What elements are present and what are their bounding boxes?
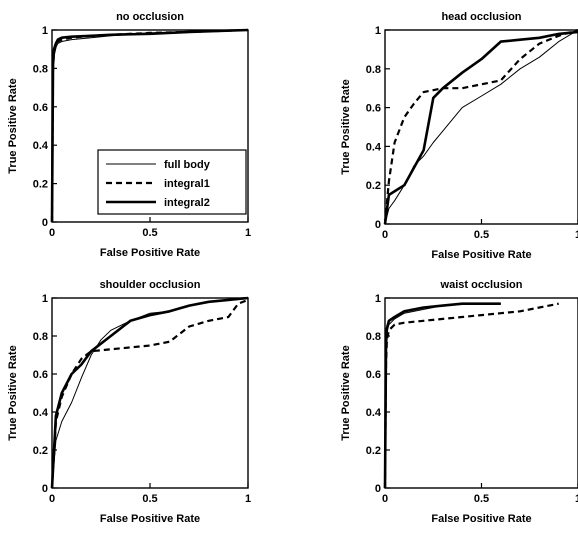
roc-panel: 0 0.5 1 0 0.2 0.4 0.6 0.8 1 shoulder occlusion Fal… [7,279,251,525]
roc-panel: 0 0.5 1 0 0.2 0.4 0.6 0.8 1 head occlusion False P… [340,11,578,261]
x-tick-label: 0 [49,227,55,239]
y-tick-label: 0.4 [366,141,382,153]
roc-panel: 0 0.5 1 0 0.2 0.4 0.6 0.8 1 waist occlusion False … [340,279,578,525]
x-axis-label: False Positive Rate [100,513,200,525]
y-tick-label: 0.4 [366,407,382,419]
y-tick-label: 0.8 [33,331,48,343]
y-tick-label: 0.6 [366,369,381,381]
y-tick-label: 0 [375,219,381,231]
y-tick-label: 0.6 [33,102,48,114]
y-axis-label: True Positive Rate [340,79,352,174]
y-tick-label: 1 [42,293,48,305]
chart-title: waist occlusion [440,279,523,291]
y-tick-label: 0.6 [33,369,48,381]
y-tick-label: 0.8 [33,63,48,75]
y-tick-label: 0.2 [33,445,48,457]
series-line-thick-solid [383,302,501,489]
axes-frame [384,297,578,489]
y-tick-label: 0.2 [33,179,48,191]
y-axis-label: True Positive Rate [7,78,19,173]
series-line-thick-solid [50,296,249,489]
y-tick-label: 0.4 [33,407,49,419]
y-axis-label: True Positive Rate [340,345,352,440]
x-tick-label: 1 [245,493,251,505]
x-tick-label: 1 [245,227,251,239]
y-tick-label: 1 [42,25,48,37]
chart-title: no occlusion [116,11,184,23]
x-tick-label: 0.5 [142,227,157,239]
series-line-dashed [383,28,578,225]
series-line-dashed [383,302,559,489]
x-axis-label: False Positive Rate [431,513,531,525]
x-tick-label: 0.5 [142,493,157,505]
legend: full body integral1 integral2 [97,149,247,215]
x-tick-label: 1 [575,229,578,241]
y-tick-label: 0 [42,483,48,495]
y-tick-label: 0 [42,217,48,229]
series-line-thin-solid [384,29,578,225]
y-tick-label: 1 [375,293,381,305]
roc-panel: 0 0.5 1 0 0.2 0.4 0.6 0.8 1 no occlusion False Pos… [7,11,251,259]
series-line-thick-solid [383,30,578,225]
series-line-dashed [50,298,249,489]
series-line-thin-solid [51,297,249,489]
x-axis-label: False Positive Rate [431,249,531,261]
y-tick-label: 0.4 [33,140,49,152]
y-axis-label: True Positive Rate [7,345,19,440]
legend-box [97,149,247,215]
y-tick-label: 0.2 [366,180,381,192]
x-tick-label: 0.5 [474,493,489,505]
chart-title: head occlusion [441,11,521,23]
y-tick-label: 0.6 [366,103,381,115]
legend-label: integral2 [164,197,210,209]
x-tick-label: 1 [575,493,578,505]
y-tick-label: 0 [375,483,381,495]
x-tick-label: 0.5 [474,229,489,241]
legend-label: integral1 [164,178,210,190]
y-tick-label: 0.2 [366,445,381,457]
x-tick-label: 0 [49,493,55,505]
series-line-thin-solid [384,303,501,489]
y-tick-label: 0.8 [366,64,381,76]
y-tick-label: 1 [375,25,381,37]
x-tick-label: 0 [382,229,388,241]
series-line-thick-solid [50,28,249,223]
x-tick-label: 0 [382,493,388,505]
x-axis-label: False Positive Rate [100,247,200,259]
y-tick-label: 0.8 [366,331,381,343]
chart-title: shoulder occlusion [100,279,201,291]
legend-label: full body [164,159,211,171]
axes-frame [51,297,249,489]
